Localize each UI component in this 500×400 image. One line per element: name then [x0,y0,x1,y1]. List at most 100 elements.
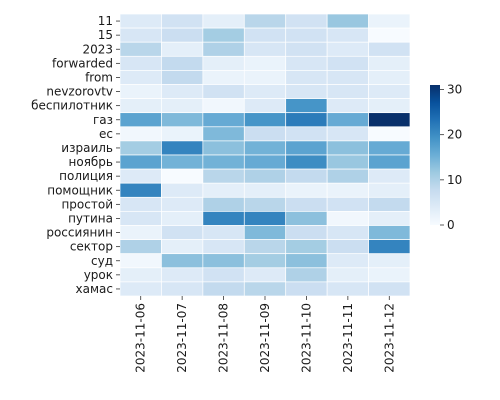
y-tick-label: газ [93,113,113,127]
x-tick-label: 2023-11-12 [382,303,396,373]
heatmap-cell [119,182,162,198]
heatmap-cell [326,196,369,212]
heatmap-cell [161,13,204,29]
y-tick-label: помощник [47,183,113,197]
heatmap-cell [368,55,411,71]
heatmap-cell [285,84,328,99]
heatmap-cell [202,211,245,226]
heatmap-cell [119,70,162,85]
heatmap-cell [202,168,245,184]
y-tick-label: 11 [98,14,113,28]
y-tick-label: nevzorovtv [46,85,113,99]
heatmap-cell [202,41,245,57]
heatmap-cell [161,112,204,128]
y-tick-label: ноябрь [69,155,114,169]
heatmap-cell [243,140,287,156]
y-tick-label: сектор [70,240,113,254]
heatmap-cell [285,98,328,114]
heatmap-cell [243,84,287,99]
heatmap-cell [368,225,411,240]
heatmap-cell [161,126,204,142]
heatmap-cell [285,168,328,184]
heatmap-cell [368,154,411,170]
heatmap-cell [368,41,411,57]
heatmap-cell [161,154,204,170]
x-tick-label: 2023-11-11 [341,303,355,373]
heatmap-cell [119,253,162,269]
heatmap-cell [119,168,162,184]
x-tick-label: 2023-11-07 [175,303,189,373]
y-tick-label: 2023 [82,42,113,56]
heatmap-cell [161,27,204,43]
heatmap-cell [326,267,369,283]
heatmap-cell [326,154,369,170]
heatmap-cell [202,281,245,297]
heatmap-cell [243,168,287,184]
heatmap-cell [119,112,162,128]
heatmap-cell [243,70,287,85]
heatmap-cell [243,253,287,269]
heatmap-cell [243,211,287,226]
heatmap-cell [243,112,287,128]
heatmap-cell [161,239,204,255]
heatmap-cell [202,196,245,212]
heatmap-cell [119,225,162,240]
heatmap-cell [326,27,369,43]
heatmap-cell [326,140,369,156]
heatmap-cell [285,126,328,142]
heatmap-cell [368,182,411,198]
y-tick-label: путина [68,211,113,225]
heatmap-cell [119,154,162,170]
heatmap-cell [243,98,287,114]
heatmap-cell [243,239,287,255]
x-tick-label: 2023-11-10 [299,303,313,373]
heatmap-cell [326,281,369,297]
heatmap-cell [285,211,328,226]
y-tick-label: урок [84,268,113,282]
heatmap-cell [161,140,204,156]
x-tick-label: 2023-11-08 [217,303,231,373]
heatmap-cell [368,13,411,29]
heatmap-cell [368,253,411,269]
heatmap-cell [368,239,411,255]
heatmap-cell [202,225,245,240]
heatmap-cell [119,84,162,99]
y-tick-label: беспилотник [31,99,113,113]
heatmap-cell [285,154,328,170]
colorbar-ticks: 0 10 20 30 [440,83,462,232]
heatmap-cell [368,140,411,156]
heatmap-cell [368,267,411,283]
heatmap-cell [368,281,411,297]
colorbar-tick-label: 30 [447,83,462,97]
heatmap-cell [285,225,328,240]
heatmap-cell [243,225,287,240]
heatmap-cell [285,27,328,43]
heatmap-cell [119,98,162,114]
heatmap-cell [285,55,328,71]
y-tick-label: хамас [76,282,113,296]
heatmap-cell [119,126,162,142]
colorbar-tick-label: 0 [447,218,455,232]
heatmap-cell [119,196,162,212]
y-tick-label: полиция [59,169,113,183]
heatmap-cell [119,27,162,43]
heatmap-cell [326,70,369,85]
heatmap-cell [119,267,162,283]
heatmap-cell [161,168,204,184]
heatmap-cell [326,126,369,142]
heatmap-cell [243,267,287,283]
heatmap-cell [243,182,287,198]
heatmap-cell [326,84,369,99]
heatmap-cell [285,253,328,269]
heatmap-cell [202,13,245,29]
heatmap-cell [243,13,287,29]
heatmap-cell [368,70,411,85]
heatmap-cell [285,140,328,156]
heatmap-cell [119,211,162,226]
heatmap-cell [161,253,204,269]
heatmap-cell [202,84,245,99]
heatmap-cell [202,112,245,128]
heatmap-cell [161,196,204,212]
heatmap-cell [119,41,162,57]
